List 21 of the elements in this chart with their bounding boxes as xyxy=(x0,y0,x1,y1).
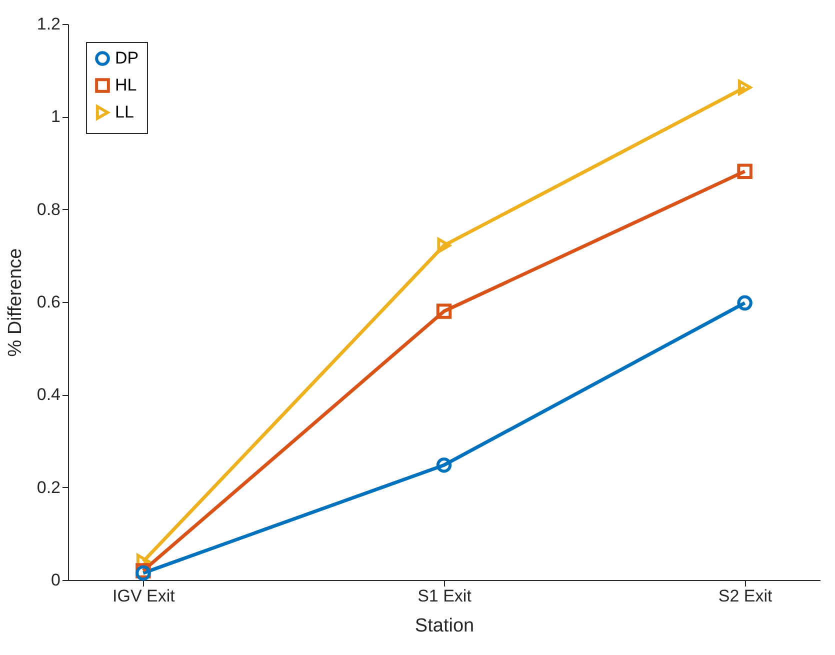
y-tick-label: 1.2 xyxy=(36,14,60,34)
x-tick-label: IGV Exit xyxy=(112,586,176,606)
y-tick-label: 1 xyxy=(51,107,60,126)
y-tick-label: 0.4 xyxy=(36,385,60,404)
point xyxy=(437,238,451,254)
x-axis-title: Station xyxy=(414,616,474,636)
x-tick-label: S1 Exit xyxy=(418,586,472,606)
point xyxy=(737,295,752,311)
y-axis-title: % Difference xyxy=(4,248,26,357)
legend-label: DP xyxy=(115,48,139,68)
y-tick-label: 0.6 xyxy=(36,292,60,312)
point xyxy=(737,164,752,179)
y-tick-label: 0 xyxy=(51,570,60,590)
legend-label: HL xyxy=(115,76,137,94)
y-tick-label: 0.2 xyxy=(36,478,60,497)
x-tick-label: S2 Exit xyxy=(718,586,773,606)
point xyxy=(436,457,452,473)
point xyxy=(738,80,752,96)
y-tick-label: 0.8 xyxy=(36,200,60,219)
legend-label: LL xyxy=(115,102,134,122)
point xyxy=(436,304,452,319)
